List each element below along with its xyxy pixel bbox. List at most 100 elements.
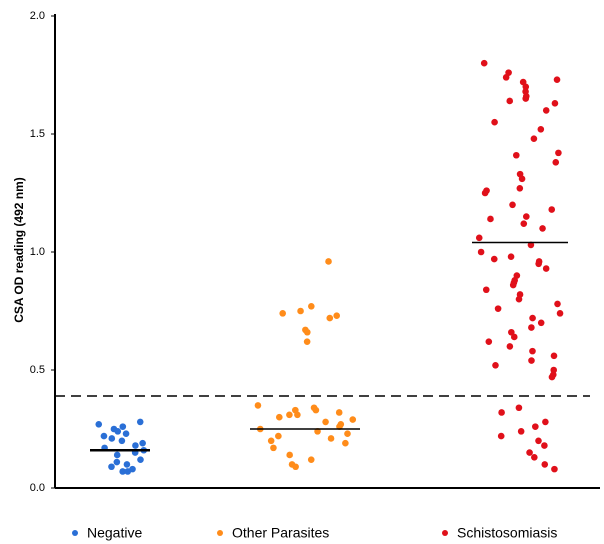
data-point [523, 213, 530, 220]
data-point [508, 328, 515, 336]
data-point [494, 305, 502, 312]
data-point [551, 100, 559, 107]
data-point [542, 418, 549, 426]
y-tick-label: 0.0 [30, 482, 45, 494]
data-point [522, 83, 530, 91]
data-point [481, 189, 489, 197]
data-point [512, 151, 520, 159]
data-point [516, 184, 524, 192]
data-point [529, 314, 536, 322]
data-point [303, 328, 311, 336]
data-point [529, 347, 536, 355]
data-point [550, 352, 558, 360]
data-point [485, 338, 493, 345]
data-point [307, 456, 315, 463]
data-point [119, 423, 127, 430]
data-point [542, 107, 550, 114]
y-tick-label: 1.0 [30, 246, 45, 258]
data-point [491, 118, 498, 126]
data-point [498, 409, 505, 416]
y-tick-label: 1.5 [30, 128, 45, 140]
data-point [344, 430, 351, 438]
data-point [108, 435, 116, 442]
data-point [548, 373, 556, 381]
data-point [528, 357, 535, 364]
y-axis-label: CSA OD reading (492 nm) [12, 177, 26, 323]
data-point [122, 430, 130, 438]
data-point [113, 458, 121, 466]
data-point [539, 225, 546, 232]
data-point [477, 248, 485, 256]
data-point [137, 456, 144, 463]
data-point [550, 366, 558, 374]
data-point [124, 468, 132, 475]
data-point [509, 281, 517, 289]
data-point [541, 442, 548, 449]
data-point [114, 428, 122, 435]
legend-label: Negative [87, 525, 142, 541]
data-point [535, 437, 542, 445]
data-point [108, 463, 115, 471]
legend-label: Other Parasites [232, 525, 329, 541]
data-point [497, 432, 505, 440]
data-point [532, 423, 539, 430]
data-point [530, 135, 538, 143]
data-point [95, 420, 103, 428]
data-point [118, 437, 126, 445]
data-point [335, 409, 343, 416]
legend-item: Other Parasites [217, 525, 329, 541]
data-point [123, 461, 131, 468]
data-point [327, 435, 335, 442]
data-point [113, 451, 121, 459]
data-point [292, 463, 299, 471]
data-point [548, 206, 556, 213]
data-point [322, 418, 329, 426]
legend-marker [217, 530, 223, 536]
data-point [526, 449, 533, 456]
data-point [480, 59, 488, 67]
data-point [297, 307, 304, 315]
data-point [132, 442, 139, 449]
data-point [542, 265, 550, 272]
data-point [326, 314, 334, 322]
data-point [267, 437, 275, 445]
legend-marker [442, 530, 448, 536]
legend-label: Schistosomiasis [457, 525, 557, 541]
data-point [506, 97, 514, 105]
data-point [515, 404, 523, 412]
data-point [541, 461, 549, 468]
data-point [349, 416, 357, 423]
data-point [537, 125, 545, 133]
data-point [294, 411, 301, 419]
data-point [522, 95, 530, 102]
data-point [531, 454, 538, 461]
data-point [487, 215, 494, 223]
data-point [492, 361, 499, 369]
data-point [552, 159, 560, 166]
legend-item: Negative [72, 525, 142, 541]
y-tick-label: 0.5 [30, 364, 45, 376]
data-point [254, 402, 262, 409]
data-point [475, 234, 483, 242]
data-point [279, 310, 286, 317]
data-point [554, 300, 561, 308]
data-point [308, 302, 315, 310]
data-point [482, 286, 490, 294]
data-point [136, 418, 144, 426]
data-point [555, 149, 562, 157]
legend-marker [72, 530, 78, 536]
data-point [139, 439, 146, 447]
y-tick-label: 2.0 [30, 10, 45, 22]
data-point [276, 413, 283, 421]
data-point [325, 258, 332, 265]
data-point [507, 253, 515, 261]
data-point [537, 319, 545, 327]
data-point [286, 451, 293, 459]
data-point [517, 428, 525, 435]
data-point [119, 468, 126, 475]
data-point [510, 333, 518, 341]
data-point [535, 260, 542, 268]
data-point [551, 465, 558, 473]
data-point [275, 432, 282, 440]
